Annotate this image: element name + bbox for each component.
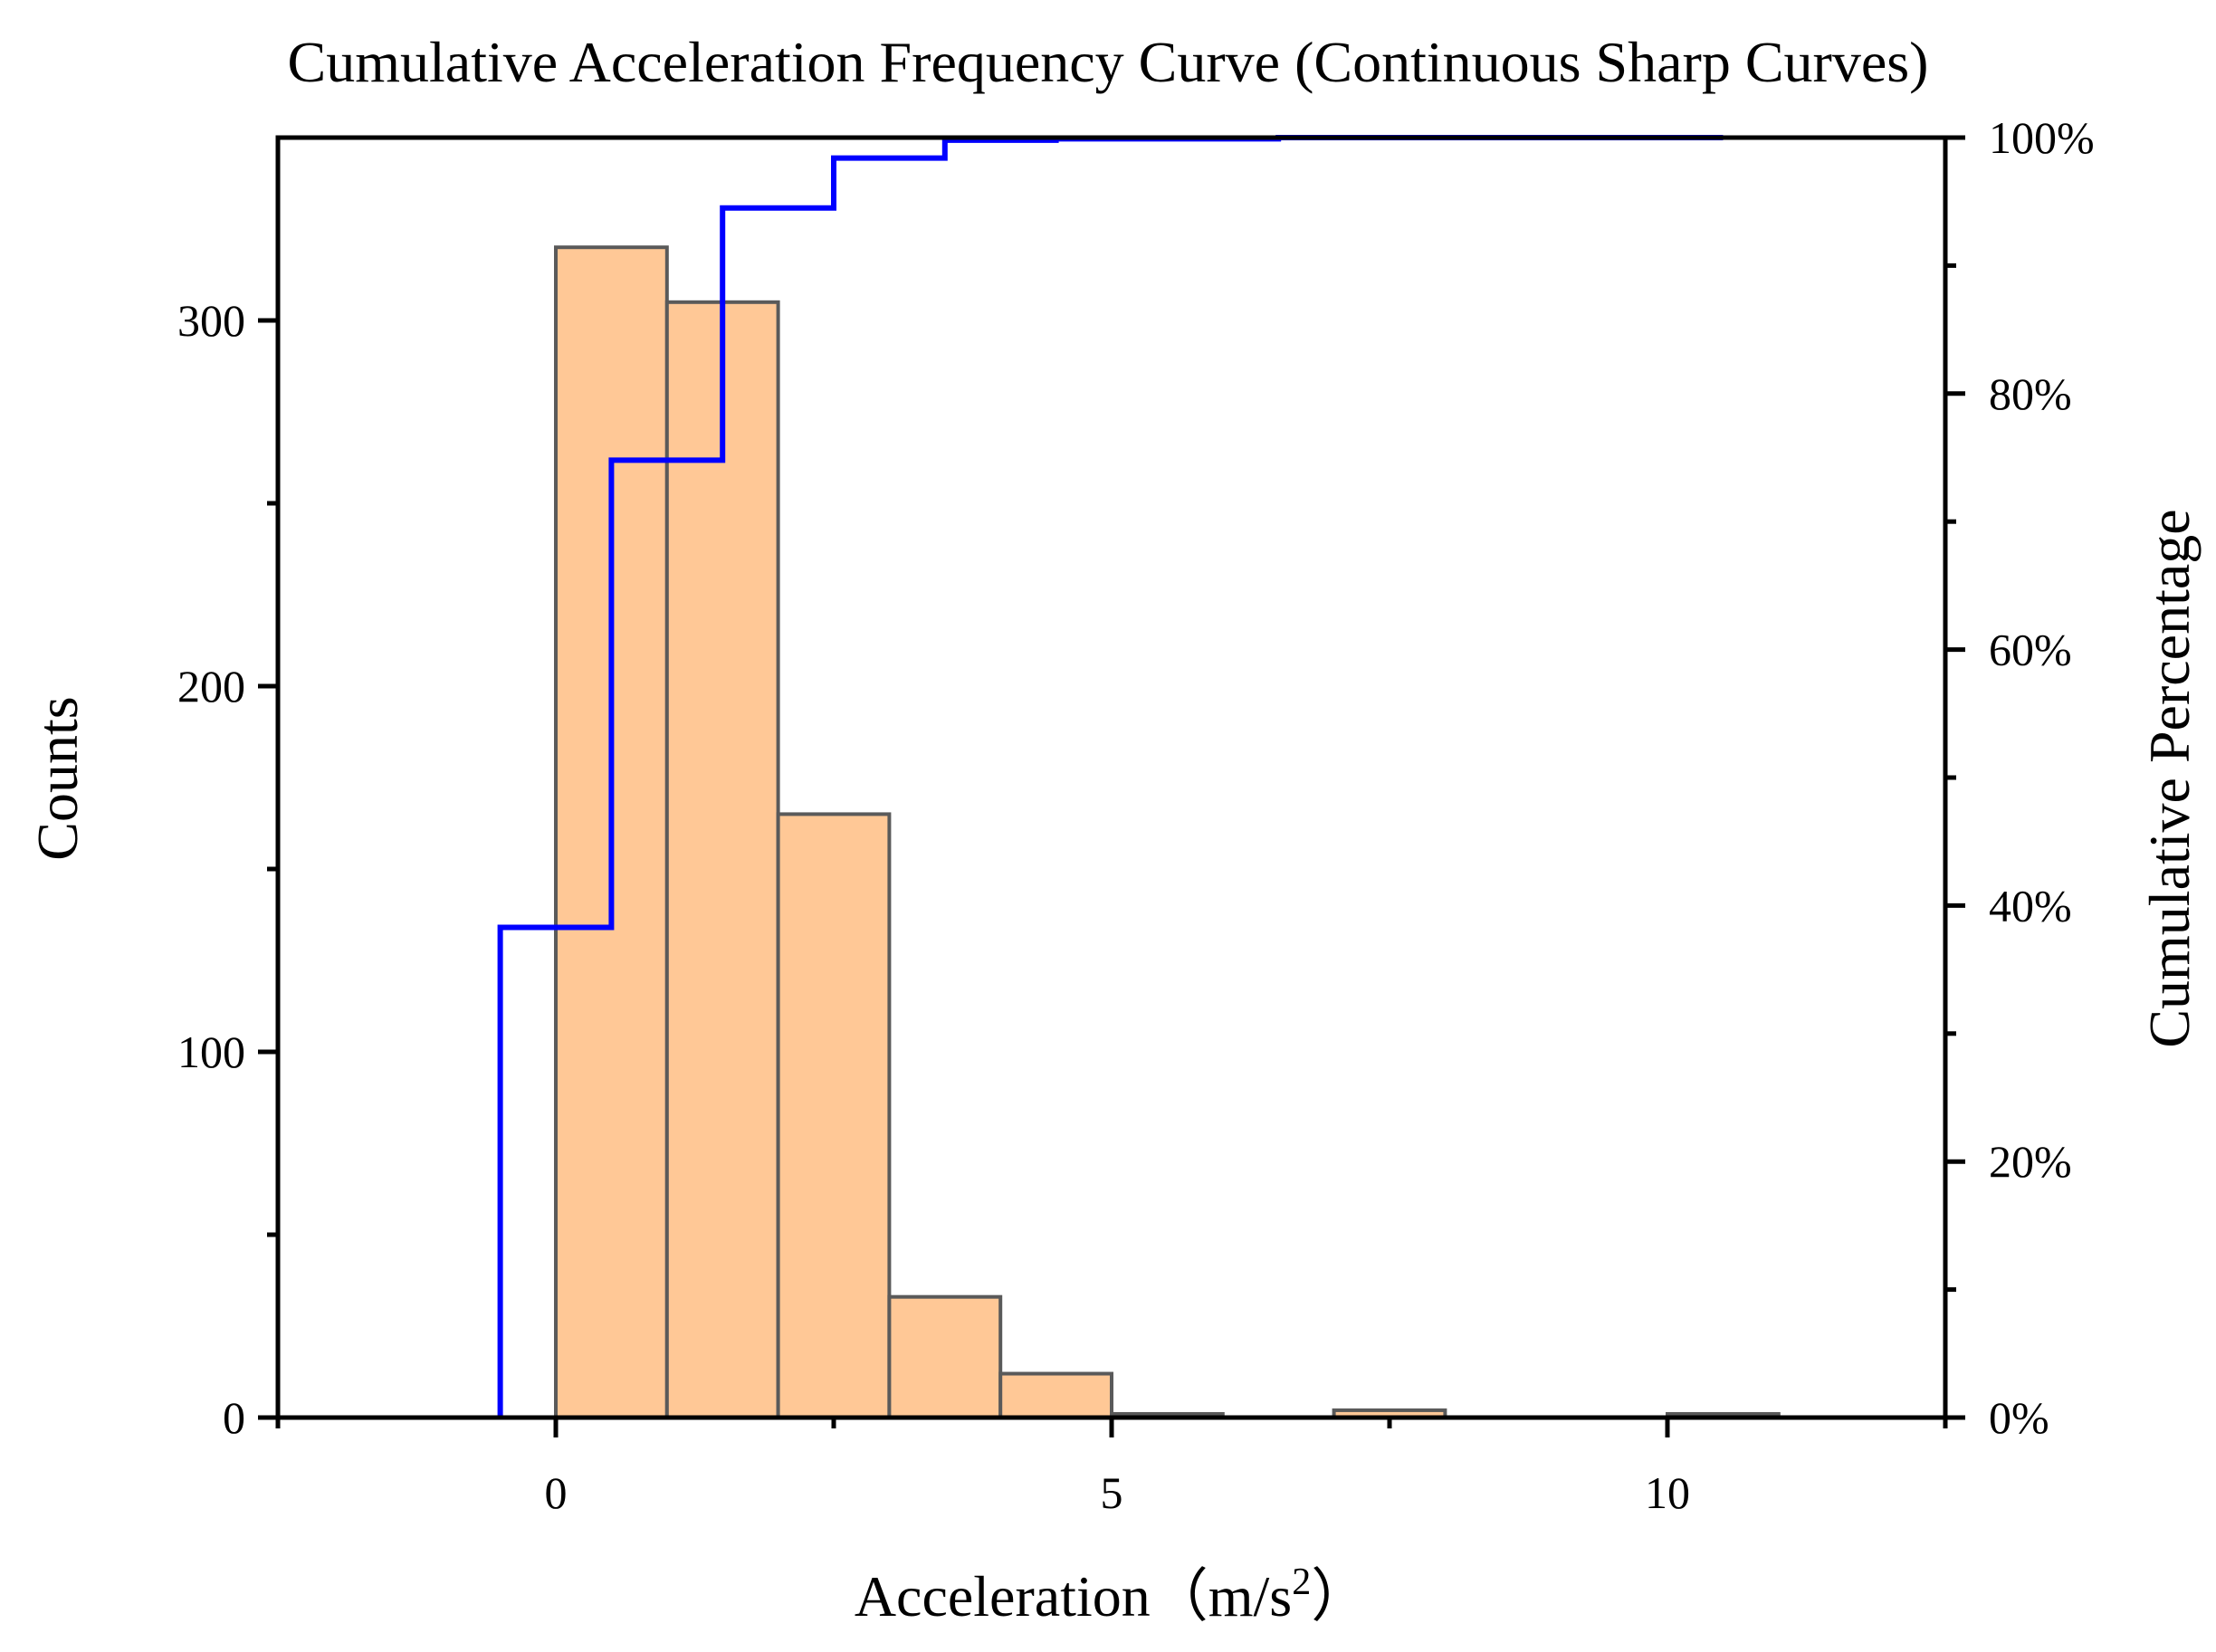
x-tick-label: 10 (1645, 1467, 1690, 1518)
x-tick-label: 0 (545, 1467, 568, 1518)
x-axis-unit-exponent: 2 (1292, 1561, 1311, 1603)
plot-frame (275, 135, 1948, 1420)
y-axis-label-right: Cumulative Percentage (2137, 509, 2202, 1047)
histogram-bar-4 (998, 1371, 1113, 1420)
histogram-bar-3 (887, 1294, 1003, 1420)
y2-tick-label: 60% (1989, 625, 2072, 675)
x-tick-label: 5 (1101, 1467, 1123, 1518)
y-tick-label: 0 (223, 1392, 245, 1443)
histogram-bar-2 (776, 812, 892, 1419)
x-axis-label-text: Acceleration (855, 1564, 1151, 1628)
y-tick-label: 300 (177, 295, 245, 346)
y2-tick-label: 0% (1989, 1392, 2049, 1443)
y2-tick-label: 100% (1989, 112, 2095, 163)
x-axis-unit-suffix: ） (1311, 1564, 1369, 1628)
histogram-bars (554, 245, 1781, 1420)
axis-ticks (258, 135, 1965, 1437)
y-tick-label: 200 (177, 661, 245, 711)
x-axis-unit-prefix: （m/s (1151, 1564, 1292, 1628)
y2-tick-label: 40% (1989, 880, 2072, 931)
y2-tick-label: 80% (1989, 368, 2072, 419)
x-axis-label: Acceleration（m/s2） (855, 1561, 1369, 1628)
y-tick-label: 100 (177, 1027, 245, 1077)
chart-title: Cumulative Acceleration Frequency Curve … (288, 30, 1929, 94)
histogram-bar-1 (664, 300, 780, 1419)
y2-tick-label: 20% (1989, 1136, 2072, 1187)
y-axis-label-left: Counts (25, 696, 90, 860)
